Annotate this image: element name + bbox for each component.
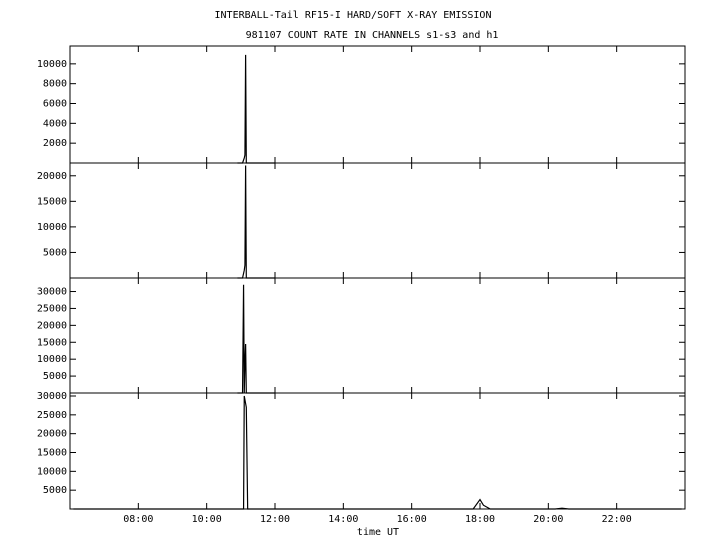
y-tick-label: 30000 [37,287,67,298]
y-tick-label: 5000 [43,371,67,382]
chart-title: INTERBALL-Tail RF15-I HARD/SOFT X-RAY EM… [215,10,492,21]
y-tick-label: 10000 [37,222,67,233]
x-tick-label: 14:00 [328,514,358,525]
y-tick-label: 15000 [37,196,67,207]
y-tick-label: 15000 [37,337,67,348]
y-tick-label: 20000 [37,320,67,331]
y-tick-label: 25000 [37,303,67,314]
x-tick-label: 16:00 [397,514,427,525]
y-tick-label: 5000 [43,485,67,496]
data-line [73,395,682,510]
x-tick-label: 10:00 [192,514,222,525]
y-tick-label: 20000 [37,429,67,440]
y-tick-label: 10000 [37,59,67,70]
y-tick-label: 30000 [37,391,67,402]
y-tick-label: 25000 [37,410,67,421]
y-tick-label: 15000 [37,448,67,459]
x-tick-label: 20:00 [533,514,563,525]
x-axis-label: time UT [357,527,399,538]
y-tick-label: 5000 [43,247,67,258]
y-tick-label: 10000 [37,466,67,477]
y-tick-label: 2000 [43,138,67,149]
x-tick-label: 22:00 [602,514,632,525]
y-tick-label: 8000 [43,79,67,90]
y-tick-label: 20000 [37,171,67,182]
chart-subtitle: 981107 COUNT RATE IN CHANNELS s1-s3 and … [246,30,499,41]
y-tick-label: 6000 [43,99,67,110]
y-tick-label: 4000 [43,118,67,129]
x-tick-label: 12:00 [260,514,290,525]
y-tick-label: 10000 [37,354,67,365]
x-tick-label: 08:00 [123,514,153,525]
x-tick-label: 18:00 [465,514,495,525]
